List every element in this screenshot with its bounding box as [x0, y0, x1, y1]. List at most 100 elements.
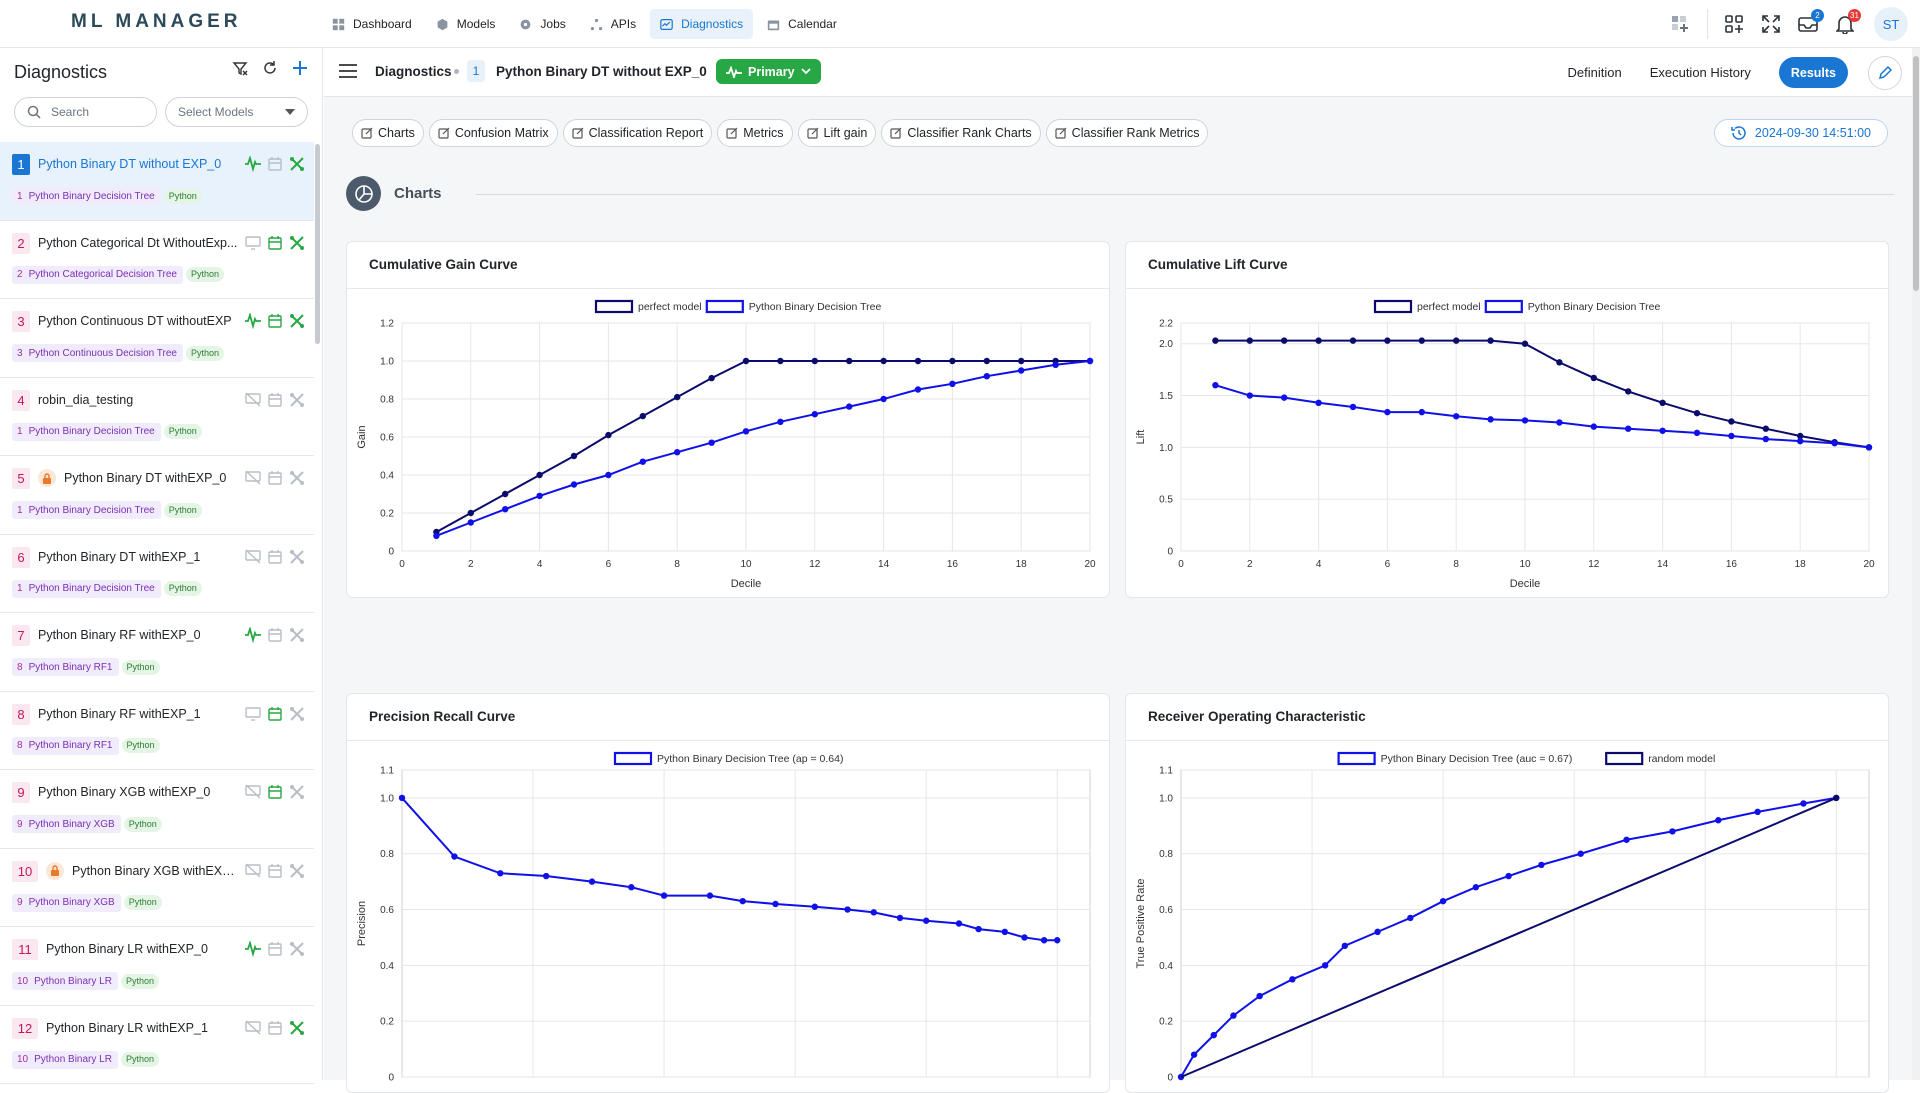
tools-icon[interactable] — [289, 470, 305, 486]
tab-confusion-matrix[interactable]: Confusion Matrix — [428, 119, 558, 147]
page-scrollbar-thumb[interactable] — [1913, 56, 1919, 291]
model-tags: 10 Python Binary LR Python — [12, 1050, 159, 1069]
tools-icon[interactable] — [289, 235, 305, 251]
calendar-icon[interactable] — [267, 627, 283, 643]
calendar-icon[interactable] — [267, 470, 283, 486]
add-widget-button[interactable] — [1662, 6, 1698, 42]
list-item[interactable]: 2 Python Categorical Dt WithoutExp... 2 Pyt… — [0, 221, 314, 299]
tools-icon[interactable] — [289, 156, 305, 172]
list-item[interactable]: 5 Python Binary DT withEXP_0 1 Python Binar… — [0, 456, 314, 535]
user-avatar[interactable]: ST — [1874, 7, 1908, 41]
notifications-button[interactable]: 31 — [1827, 6, 1863, 42]
nav-dashboard[interactable]: Dashboard — [322, 9, 422, 39]
tools-icon[interactable] — [289, 549, 305, 565]
calendar-icon[interactable] — [267, 392, 283, 408]
page-scrollbar[interactable] — [1912, 48, 1920, 1080]
list-item[interactable]: 1 Python Binary DT without EXP_0 1 Python B… — [0, 142, 314, 221]
messages-button[interactable]: 2 — [1790, 6, 1826, 42]
calendar-icon[interactable] — [267, 156, 283, 172]
definition-link[interactable]: Definition — [1567, 65, 1622, 80]
primary-status-dropdown[interactable]: Primary — [716, 59, 821, 84]
nav-calendar[interactable]: Calendar — [757, 9, 847, 39]
model-number: 3 — [17, 347, 23, 359]
data-point — [542, 872, 550, 880]
data-point — [1418, 337, 1425, 344]
nav-models[interactable]: Models — [426, 9, 506, 39]
tools-icon[interactable] — [289, 1020, 305, 1036]
select-models-dropdown[interactable]: Select Models — [165, 97, 308, 127]
clear-filter-icon[interactable] — [232, 60, 248, 76]
tab-classification-report[interactable]: Classification Report — [562, 119, 713, 147]
calendar-icon[interactable] — [267, 235, 283, 251]
sidebar-scrollbar[interactable] — [315, 144, 320, 344]
calendar-icon[interactable] — [267, 784, 283, 800]
data-point — [1762, 425, 1769, 432]
pulse-icon[interactable] — [245, 941, 261, 957]
menu-icon[interactable] — [339, 64, 357, 78]
run-date-selector[interactable]: 2024-09-30 14:51:00 — [1713, 119, 1888, 147]
tab-classifier-rank-metrics[interactable]: Classifier Rank Metrics — [1045, 119, 1209, 147]
diagnostic-number: 5 — [12, 468, 30, 489]
apps-grid-button[interactable] — [1716, 6, 1752, 42]
monitor-icon[interactable] — [245, 706, 261, 722]
tools-icon[interactable] — [289, 392, 305, 408]
edit-button[interactable] — [1868, 55, 1902, 90]
sidebar-search-input[interactable]: Search — [14, 97, 157, 127]
results-button[interactable]: Results — [1778, 57, 1848, 88]
calendar-icon[interactable] — [267, 313, 283, 329]
add-diagnostic-icon[interactable] — [292, 60, 308, 76]
calendar-icon[interactable] — [267, 549, 283, 565]
tools-icon[interactable] — [289, 941, 305, 957]
data-point — [1590, 423, 1597, 430]
calendar-icon[interactable] — [267, 706, 283, 722]
tab-classifier-rank-charts[interactable]: Classifier Rank Charts — [881, 119, 1041, 147]
tab-charts[interactable]: Charts — [352, 119, 424, 147]
monitor-off-icon[interactable] — [245, 470, 261, 486]
list-item[interactable]: 8 Python Binary RF withEXP_1 8 Python Binar… — [0, 692, 314, 770]
list-item[interactable]: 10 Python Binary XGB withEXP_1 9 Python Bin… — [0, 849, 314, 927]
tools-icon[interactable] — [289, 313, 305, 329]
list-item[interactable]: 7 Python Binary RF withEXP_0 8 Python Binar… — [0, 613, 314, 692]
list-item[interactable]: 12 Python Binary LR withEXP_1 10 Python Bin… — [0, 1006, 314, 1084]
nav-jobs[interactable]: Jobs — [509, 9, 575, 39]
list-item[interactable]: 11 Python Binary LR withEXP_0 10 Python Bin… — [0, 927, 314, 1006]
status-icons — [245, 941, 305, 957]
tab-metrics[interactable]: Metrics — [717, 119, 793, 147]
execution-history-link[interactable]: Execution History — [1649, 65, 1751, 80]
data-point — [1246, 392, 1253, 399]
monitor-off-icon[interactable] — [245, 548, 261, 565]
monitor-off-icon[interactable] — [245, 862, 261, 879]
nav-diagnostics[interactable]: Diagnostics — [650, 9, 754, 39]
pulse-icon[interactable] — [245, 156, 261, 172]
monitor-icon[interactable] — [245, 235, 261, 251]
legend-swatch — [594, 299, 634, 314]
list-item[interactable]: 4 robin_dia_testing 1 Python Binary Decisio… — [0, 378, 314, 456]
list-item[interactable]: 6 Python Binary DT withEXP_1 1 Python Binar… — [0, 535, 314, 613]
nav-apis[interactable]: APIs — [580, 9, 646, 39]
fullscreen-button[interactable] — [1753, 6, 1789, 42]
model-tags: 10 Python Binary LR Python — [12, 972, 159, 990]
app-logo[interactable]: ML MANAGER — [71, 11, 242, 32]
pulse-icon[interactable] — [245, 313, 261, 329]
breadcrumb[interactable]: Diagnostics — [375, 64, 452, 79]
tools-icon[interactable] — [289, 784, 305, 800]
monitor-off-icon[interactable] — [245, 784, 261, 800]
tools-icon[interactable] — [289, 627, 305, 643]
tools-icon[interactable] — [289, 706, 305, 722]
edit-note-icon — [890, 127, 902, 139]
section-divider — [476, 194, 1894, 195]
calendar-icon[interactable] — [267, 941, 283, 957]
tab-lift-gain[interactable]: Lift gain — [797, 119, 877, 147]
tools-icon[interactable] — [289, 863, 305, 879]
calendar-icon[interactable] — [267, 863, 283, 879]
list-item[interactable]: 9 Python Binary XGB withEXP_0 9 Python Bina… — [0, 770, 314, 849]
monitor-off-icon[interactable] — [245, 1019, 261, 1036]
pulse-icon[interactable] — [245, 627, 261, 643]
data-point — [467, 519, 474, 526]
list-item[interactable]: 3 Python Continuous DT withoutEXP 3 Python … — [0, 299, 314, 378]
calendar-icon[interactable] — [267, 1020, 283, 1036]
language-badge: Python — [120, 973, 159, 989]
data-point — [777, 418, 784, 425]
refresh-icon[interactable] — [262, 60, 278, 76]
monitor-off-icon[interactable] — [245, 391, 261, 408]
